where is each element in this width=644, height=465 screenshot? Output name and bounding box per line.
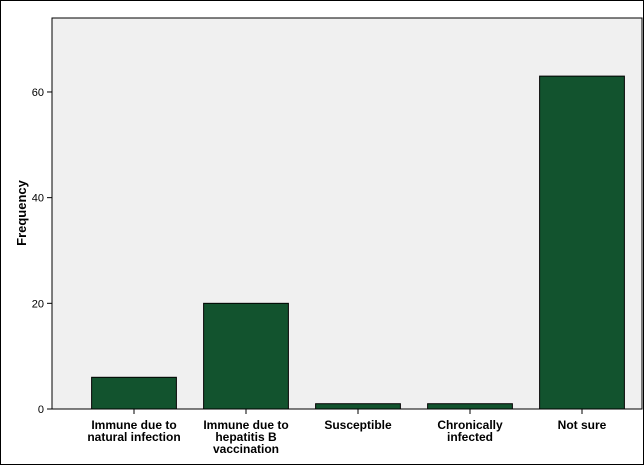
y-axis-title: Frequency xyxy=(14,179,29,246)
y-tick-label: 20 xyxy=(32,298,44,310)
x-tick-label: Susceptible xyxy=(324,418,392,432)
x-tick-label-line: Susceptible xyxy=(324,418,392,432)
y-tick-label: 40 xyxy=(32,193,44,205)
y-tick-label: 60 xyxy=(32,87,44,99)
bars xyxy=(91,75,625,410)
x-tick-label-line: vaccination xyxy=(213,442,279,456)
y-axis: 0 20 40 60 xyxy=(32,87,52,416)
x-tick-label-line: Chronically xyxy=(437,418,503,432)
bar-0 xyxy=(91,376,177,410)
x-tick-label: Not sure xyxy=(558,418,607,432)
bar-1 xyxy=(203,302,289,410)
x-tick-label-line: hepatitis B xyxy=(215,430,277,444)
x-tick-label-line: Immune due to xyxy=(203,418,288,432)
x-tick-label-line: infected xyxy=(447,430,493,444)
x-tick-label-line: natural infection xyxy=(87,430,180,444)
bar-3 xyxy=(427,403,513,410)
x-tick-label-line: Not sure xyxy=(558,418,607,432)
bar-2 xyxy=(315,403,401,410)
x-tick-label: Immune due to natural infection xyxy=(87,418,180,444)
x-tick-label: Chronically infected xyxy=(437,418,503,444)
y-tick-label: 0 xyxy=(38,404,44,416)
x-tick-label-line: Immune due to xyxy=(91,418,176,432)
bar-4 xyxy=(539,75,625,410)
